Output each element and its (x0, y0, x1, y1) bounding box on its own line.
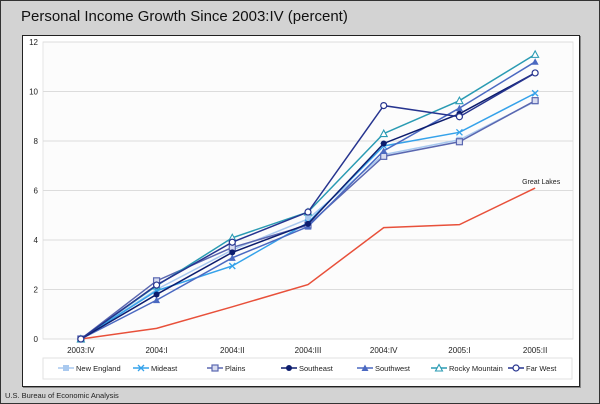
data-point-southwest (153, 296, 161, 304)
y-tick-label: 0 (34, 335, 39, 344)
legend-item-southeast: Southeast (281, 364, 334, 373)
data-point-far-west (152, 281, 161, 289)
data-point-plains (531, 97, 539, 105)
series-annotation-great-lakes: Great Lakes (522, 179, 561, 186)
x-tick-label: 2004:III (295, 346, 322, 355)
data-point-plains (455, 138, 464, 146)
x-tick-label: 2003:IV (67, 346, 95, 355)
legend-label: Mideast (151, 364, 178, 373)
data-point-far-west (531, 69, 539, 77)
data-point-mideast (455, 128, 463, 136)
data-point-rocky-mountain (530, 49, 540, 58)
x-tick-label: 2005:II (523, 346, 547, 355)
data-point-new-england (305, 215, 311, 222)
data-point-rocky-mountain (455, 95, 464, 105)
legend-label: Plains (225, 364, 246, 373)
y-tick-label: 2 (34, 286, 39, 295)
data-point-southwest (531, 58, 539, 65)
data-point-plains (380, 152, 388, 160)
legend-marker (63, 365, 69, 371)
series-great-lakes: Great Lakes (80, 179, 561, 340)
y-tick-label: 8 (34, 137, 39, 146)
legend-marker (211, 364, 219, 372)
legend-marker (286, 365, 292, 371)
data-point-far-west (228, 238, 236, 246)
data-point-southwest (228, 254, 236, 261)
legend-marker (434, 363, 444, 372)
legend (42, 357, 573, 380)
legend-item-southwest: Southwest (357, 364, 411, 373)
x-tick-label: 2005:I (448, 346, 470, 355)
data-point-southeast (229, 249, 236, 256)
series-line-great-lakes (80, 187, 536, 340)
legend-item-mideast: Mideast (133, 364, 178, 373)
data-point-far-west (304, 208, 312, 216)
y-tick-label: 10 (29, 88, 38, 97)
y-tick-label: 12 (29, 38, 38, 47)
legend-marker (137, 364, 145, 372)
legend-label: Rocky Mountain (449, 364, 503, 373)
legend-label: Southeast (299, 364, 334, 373)
data-point-mideast (228, 262, 236, 270)
legend-marker (361, 364, 369, 371)
data-point-far-west (77, 335, 85, 343)
y-tick-label: 6 (34, 187, 39, 196)
legend-item-new-england: New England (58, 364, 121, 373)
y-tick-label: 4 (34, 236, 39, 245)
data-point-southwest (455, 104, 463, 112)
series-far-west (77, 69, 539, 343)
x-tick-label: 2004:I (145, 346, 167, 355)
data-point-rocky-mountain (379, 128, 389, 138)
chart-title: Personal Income Growth Since 2003:IV (pe… (21, 8, 348, 25)
legend-marker (512, 364, 520, 372)
legend-item-rocky-mountain: Rocky Mountain (431, 363, 503, 373)
data-point-southwest (380, 147, 388, 154)
legend-label: Southwest (375, 364, 411, 373)
x-tick-label: 2004:II (220, 346, 244, 355)
data-point-far-west (380, 102, 388, 110)
data-point-southeast (380, 140, 387, 147)
source-footer: U.S. Bureau of Economic Analysis (5, 391, 119, 400)
data-point-far-west (455, 113, 464, 121)
x-tick-label: 2004:IV (370, 346, 398, 355)
legend-label: New England (76, 364, 121, 373)
legend-item-far-west: Far West (508, 364, 557, 373)
data-point-new-england (153, 286, 160, 293)
legend-item-plains: Plains (207, 364, 246, 373)
legend-label: Far West (526, 364, 557, 373)
data-point-mideast (531, 89, 539, 97)
data-point-southeast (305, 220, 311, 227)
data-point-southeast (153, 291, 160, 298)
